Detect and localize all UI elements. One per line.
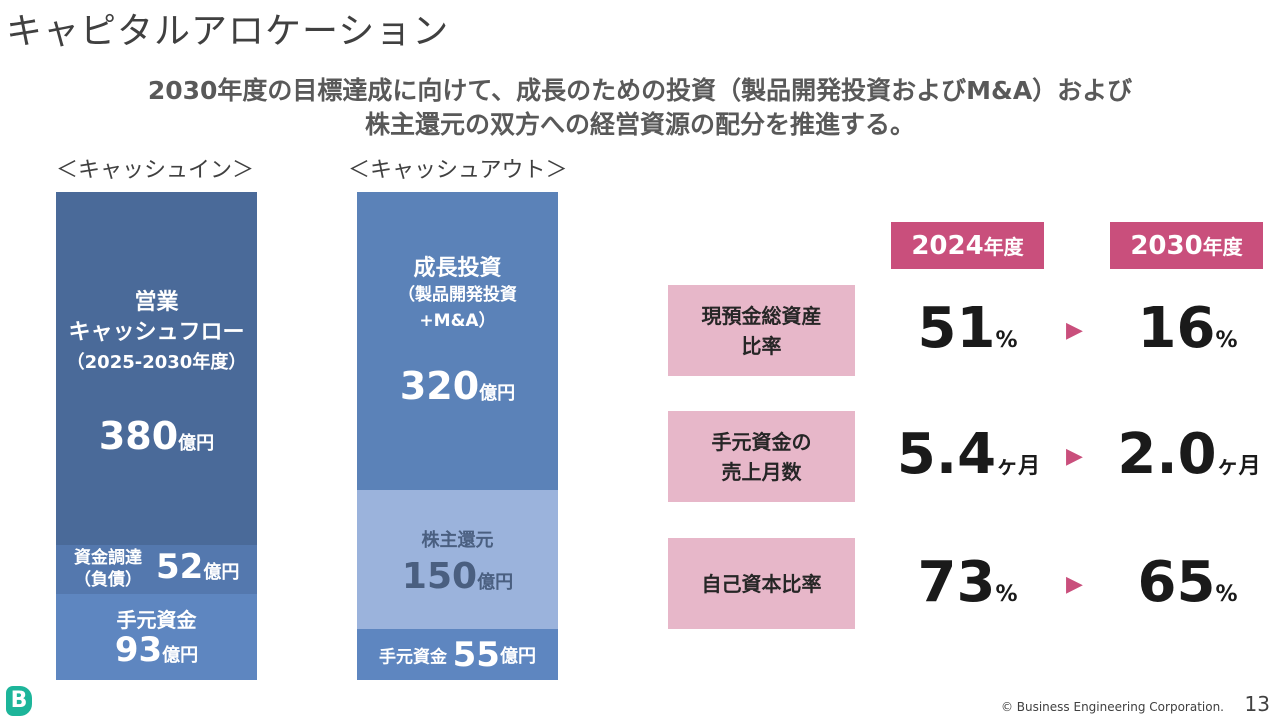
operating-cashflow-block: 営業 キャッシュフロー （2025-2030年度） 380億円 [56,192,257,545]
metric-label-equity-ratio: 自己資本比率 [668,538,855,629]
metric-1-to: 16 [1137,296,1216,361]
metric-label-cash-to-assets: 現預金総資産 比率 [668,285,855,376]
shareholder-unit: 億円 [477,572,514,593]
financing-line-1: 資金調達 [74,548,142,568]
shareholder-return-block: 株主還元 150億円 [357,490,558,629]
metric-3-from-unit: % [995,582,1018,607]
cash-out-on-hand-value: 55 [452,635,500,675]
cash-in-label: ＜キャッシュイン＞ [56,158,255,183]
shareholder-return-label: 株主還元 [421,530,494,551]
year-header-2030: 2030 年度 [1110,222,1263,269]
metric-1-arrow-icon: ▶ [1066,318,1083,343]
operating-value-row: 380億円 [56,414,257,458]
cash-out-label: ＜キャッシュアウト＞ [348,158,568,183]
year-2030-unit: 年度 [1202,235,1243,259]
metric-2-2030-value: 2.0ヶ月 [1103,422,1275,487]
company-logo-icon: B [6,686,32,716]
metric-2-to: 2.0 [1117,422,1217,487]
cash-out-on-hand-row: 手元資金 55億円 [357,635,558,675]
cash-in-on-hand-label: 手元資金 [116,608,197,632]
copyright-footer: © Business Engineering Corporation. [1000,700,1224,714]
operating-unit: 億円 [178,433,215,454]
year-2024-number: 2024 [911,230,984,261]
metric-2-to-unit: ヶ月 [1216,454,1261,479]
metric-label-months-of-sales: 手元資金の 売上月数 [668,411,855,502]
growth-value: 320 [399,364,480,408]
operating-line-2: キャッシュフロー [68,320,245,345]
metric-2-arrow-icon: ▶ [1066,444,1083,469]
metric-1-from: 51 [917,296,996,361]
metric-2-line-1: 手元資金の [711,429,812,454]
growth-investment-block: 成長投資 （製品開発投資 +M&A） 320億円 [357,192,558,490]
growth-investment-label: 成長投資 （製品開発投資 +M&A） [357,256,558,334]
financing-value-row: 52億円 [156,547,239,587]
financing-label: 資金調達 （負債） [62,547,154,591]
metric-3-to-unit: % [1215,582,1238,607]
growth-line-3: +M&A） [419,311,496,331]
year-header-2024: 2024 年度 [891,222,1044,269]
growth-line-1: 成長投資 [413,256,502,281]
cash-in-on-hand-unit: 億円 [162,645,199,666]
metric-1-line-1: 現預金総資産 [701,303,822,328]
shareholder-value: 150 [401,556,478,597]
metric-1-line-2: 比率 [741,333,782,358]
cash-in-on-hand-block: 手元資金 93億円 [56,594,257,680]
financing-block: 資金調達 （負債） 52億円 [56,545,257,594]
metric-2-from: 5.4 [896,422,997,487]
operating-line-1: 営業 [134,290,179,315]
subtitle-line-1: 2030年度の目標達成に向けて、成長のための投資（製品開発投資およびM&A）およ… [147,76,1133,105]
cash-out-on-hand-unit: 億円 [499,646,536,667]
operating-period: （2025-2030年度） [66,352,247,373]
cash-in-on-hand-value: 93 [114,630,163,670]
operating-cashflow-label: 営業 キャッシュフロー （2025-2030年度） [56,288,257,378]
cash-in-on-hand-value-row: 93億円 [56,630,257,670]
subtitle-line-2: 株主還元の双方への経営資源の配分を推進する。 [364,110,915,139]
metric-1-2024-value: 51% [890,296,1045,361]
metric-3-to: 65 [1137,550,1216,615]
metric-3-from: 73 [917,550,996,615]
financing-value: 52 [156,547,204,587]
growth-unit: 億円 [479,383,516,404]
shareholder-value-row: 150億円 [357,556,558,597]
year-2024-unit: 年度 [983,235,1024,259]
metric-3-2024-value: 73% [890,550,1045,615]
financing-unit: 億円 [203,562,240,583]
growth-line-2: （製品開発投資 [398,285,517,305]
cash-out-on-hand-block: 手元資金 55億円 [357,629,558,680]
page-title: キャピタルアロケーション [6,11,450,52]
operating-value: 380 [98,414,179,458]
metric-2-2024-value: 5.4ヶ月 [886,422,1051,487]
financing-line-2: （負債） [74,570,142,590]
metric-3-line-1: 自己資本比率 [701,571,822,596]
metric-3-2030-value: 65% [1110,550,1265,615]
metric-2-from-unit: ヶ月 [996,454,1041,479]
subtitle: 2030年度の目標達成に向けて、成長のための投資（製品開発投資およびM&A）およ… [0,74,1280,142]
metric-1-to-unit: % [1215,328,1238,353]
cash-out-on-hand-label: 手元資金 [379,647,448,668]
metric-2-line-2: 売上月数 [721,459,802,484]
metric-1-from-unit: % [995,328,1018,353]
year-2030-number: 2030 [1130,230,1203,261]
metric-1-2030-value: 16% [1110,296,1265,361]
page-number: 13 [1244,692,1270,716]
metric-3-arrow-icon: ▶ [1066,572,1083,597]
growth-value-row: 320億円 [357,364,558,408]
